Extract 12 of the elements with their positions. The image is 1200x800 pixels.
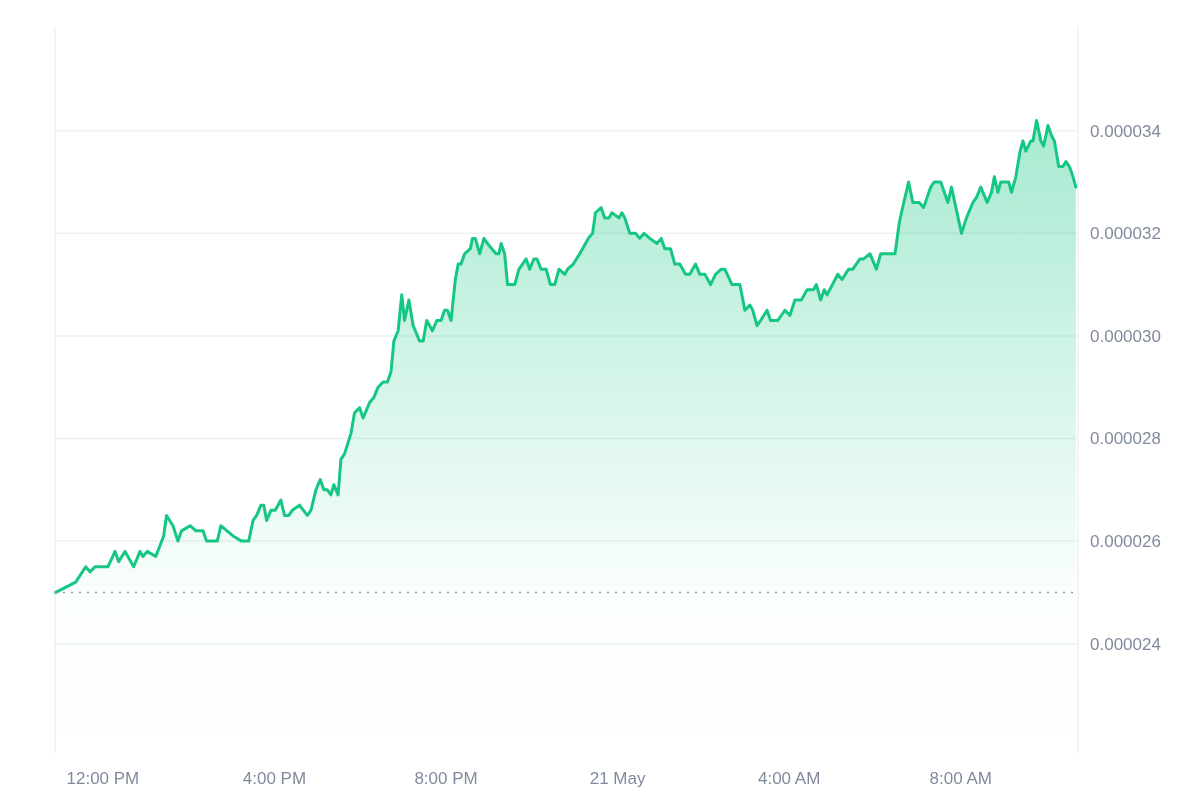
y-tick-label: 0.000028 [1090,429,1161,449]
y-tick-label: 0.000032 [1090,224,1161,244]
x-tick-label: 4:00 PM [242,769,307,788]
y-tick-label: 0.000026 [1090,532,1161,552]
y-tick-label: 0.000024 [1090,634,1161,654]
x-tick-label: 8:00 PM [414,769,478,788]
y-tick-label: 0.000030 [1090,326,1161,346]
x-tick-label: 8:00 AM [929,769,992,788]
x-tick-label: 4:00 AM [758,769,821,788]
y-tick-label: 0.000034 [1090,121,1161,141]
x-tick-label: 12:00 PM [66,769,140,788]
x-tick-label: 21 May [589,769,646,788]
